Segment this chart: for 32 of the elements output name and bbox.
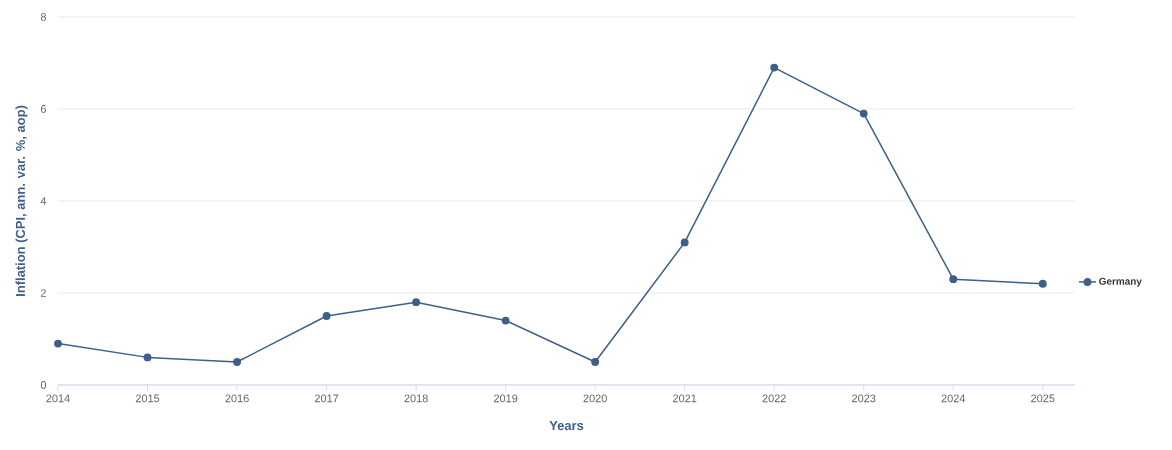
x-tick-label: 2017 bbox=[314, 394, 339, 403]
x-tick-label: 2024 bbox=[941, 394, 966, 403]
y-tick-label: 8 bbox=[40, 13, 47, 21]
point bbox=[949, 275, 958, 284]
y-tick-label: 6 bbox=[40, 105, 47, 113]
x-tick-label: 2014 bbox=[46, 394, 70, 403]
point bbox=[143, 353, 152, 362]
point bbox=[54, 339, 62, 348]
x-tick-label: 2022 bbox=[762, 394, 786, 403]
point bbox=[770, 63, 779, 72]
point bbox=[1038, 279, 1047, 288]
y-tick-label: 2 bbox=[40, 289, 46, 297]
x-tick-label: 2016 bbox=[225, 394, 249, 403]
x-axis-title: Years bbox=[549, 421, 584, 431]
x-tick-label: 2021 bbox=[673, 394, 697, 403]
x-tick-label: 2023 bbox=[852, 394, 876, 403]
x-tick-label: 2015 bbox=[135, 394, 160, 403]
x-tick-label: 2019 bbox=[493, 394, 518, 403]
point bbox=[501, 316, 510, 325]
point bbox=[591, 358, 600, 366]
y-axis-title: Inflation (CPI, ann. var. %, aop) bbox=[15, 105, 28, 296]
legend-label: Germany bbox=[1099, 277, 1142, 287]
point bbox=[859, 109, 868, 118]
y-tick-label: 0 bbox=[40, 381, 47, 389]
point bbox=[322, 312, 331, 320]
x-tick-label: 2018 bbox=[404, 394, 428, 403]
x-tick-label: 2020 bbox=[583, 394, 607, 403]
x-tick-label: 2025 bbox=[1031, 394, 1055, 403]
point bbox=[680, 238, 689, 247]
y-tick-label: 4 bbox=[40, 197, 47, 205]
point bbox=[233, 358, 241, 366]
point bbox=[412, 298, 421, 307]
